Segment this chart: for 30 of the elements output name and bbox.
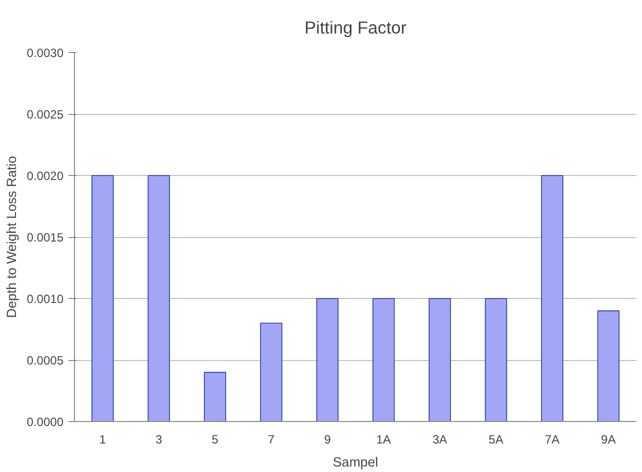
- y-tick-label: 0.0025: [26, 108, 64, 122]
- x-axis-title: Sampel: [332, 454, 378, 470]
- y-axis-title: Depth to Weight Loss Ratio: [4, 156, 19, 318]
- bar: [92, 175, 114, 422]
- x-tick-label: 9A: [601, 432, 616, 446]
- chart-title: Pitting Factor: [304, 18, 407, 38]
- bar: [484, 298, 508, 422]
- bar: [597, 310, 620, 422]
- x-tick-label: 3A: [432, 432, 448, 446]
- x-tick-label: 7: [268, 432, 275, 446]
- bar: [260, 322, 282, 422]
- bar: [428, 298, 451, 422]
- bar: [372, 298, 395, 422]
- y-tick-label: 0.0015: [26, 230, 64, 244]
- bar: [204, 372, 226, 422]
- bar: [148, 175, 170, 422]
- x-tick-label: 3: [155, 432, 162, 446]
- y-tick-label: 0.0020: [26, 169, 64, 183]
- y-tick-label: 0.0005: [26, 354, 64, 368]
- x-tick-label: 5: [212, 432, 219, 446]
- y-tick-label: 0.0030: [26, 46, 64, 60]
- x-tick-label: 5A: [488, 432, 504, 446]
- y-tick-label: 0.0010: [26, 292, 64, 306]
- y-tick-label: 0.0000: [26, 415, 64, 429]
- x-tick-label: 7A: [544, 432, 560, 446]
- x-tick-label: 1: [99, 432, 106, 446]
- x-tick-label: 9: [324, 432, 332, 446]
- bar: [316, 298, 338, 422]
- x-tick-label: 1A: [376, 432, 391, 446]
- bar: [541, 175, 564, 422]
